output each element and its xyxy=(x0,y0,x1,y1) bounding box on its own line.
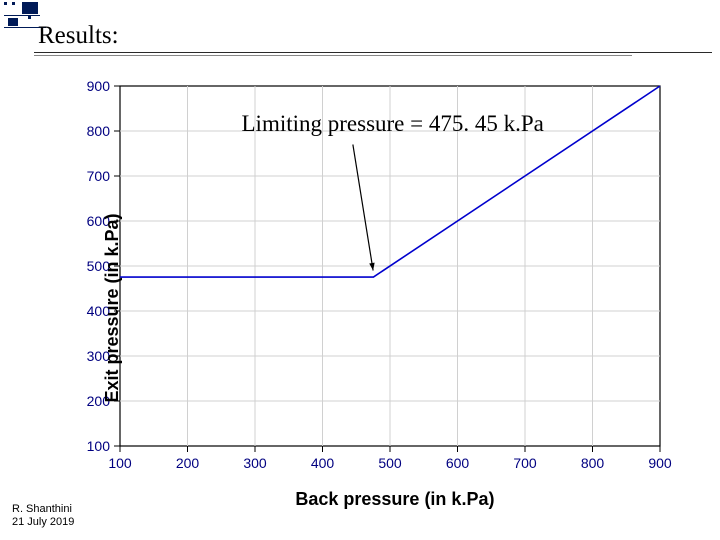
svg-text:300: 300 xyxy=(243,455,267,471)
x-axis-label: Back pressure (in k.Pa) xyxy=(295,489,494,510)
svg-text:900: 900 xyxy=(648,455,672,471)
footer-date: 21 July 2019 xyxy=(12,516,74,530)
line-chart: 1002003004005006007008009001002003004005… xyxy=(70,76,680,506)
svg-text:900: 900 xyxy=(87,78,111,94)
svg-text:700: 700 xyxy=(87,168,111,184)
svg-text:500: 500 xyxy=(378,455,402,471)
page-title: Results: xyxy=(38,22,119,50)
svg-text:800: 800 xyxy=(87,123,111,139)
svg-text:700: 700 xyxy=(513,455,537,471)
svg-text:200: 200 xyxy=(176,455,200,471)
footer-author: R. Shanthini xyxy=(12,503,74,517)
svg-text:800: 800 xyxy=(581,455,605,471)
footer: R. Shanthini 21 July 2019 xyxy=(12,503,74,531)
y-axis-label: Exit pressure (in k.Pa) xyxy=(102,214,123,403)
svg-text:100: 100 xyxy=(108,455,132,471)
annotation-limiting-pressure: Limiting pressure = 475. 45 k.Pa xyxy=(242,111,544,137)
svg-text:600: 600 xyxy=(446,455,470,471)
svg-text:400: 400 xyxy=(311,455,335,471)
chart-container: Exit pressure (in k.Pa) Back pressure (i… xyxy=(70,76,680,506)
svg-text:100: 100 xyxy=(87,438,111,454)
title-rule xyxy=(34,52,712,53)
